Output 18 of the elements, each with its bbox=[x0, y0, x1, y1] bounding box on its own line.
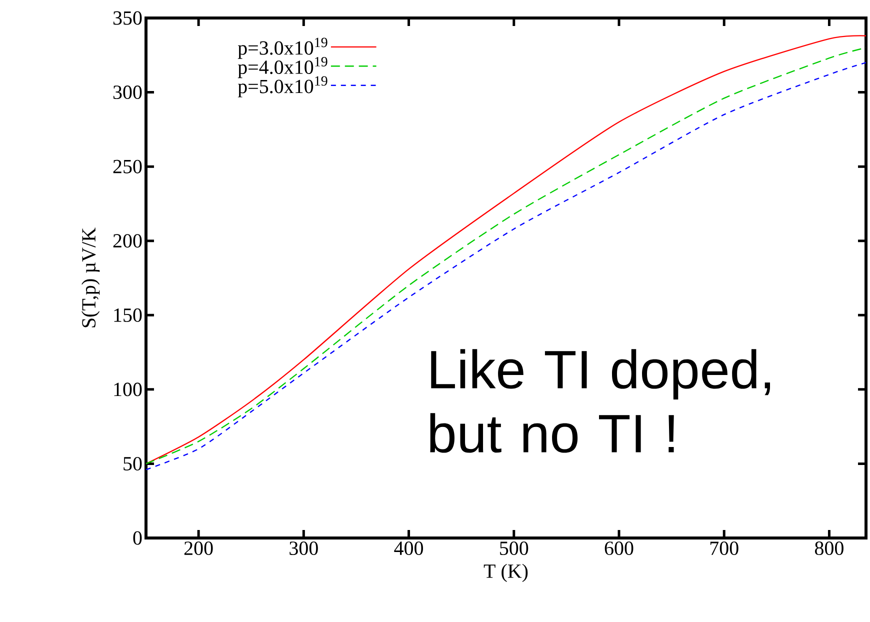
y-tick-label: 0 bbox=[133, 531, 142, 545]
x-tick-label: 400 bbox=[394, 542, 424, 556]
y-tick-label: 100 bbox=[114, 382, 142, 396]
y-tick-label: 150 bbox=[114, 308, 142, 322]
x-axis-title: T (K) bbox=[484, 564, 528, 582]
y-axis-title: S(T,p) µV/K bbox=[82, 228, 100, 328]
x-tick-label: 800 bbox=[814, 542, 844, 556]
x-tick-label: 500 bbox=[500, 542, 528, 556]
x-tick-label: 600 bbox=[604, 542, 634, 556]
x-tick-label: 700 bbox=[710, 542, 738, 556]
y-tick-label: 300 bbox=[113, 86, 142, 100]
y-tick-label: 50 bbox=[124, 456, 142, 470]
x-tick-label: 200 bbox=[184, 542, 213, 556]
y-tick-label: 350 bbox=[113, 11, 142, 25]
y-tick-label: 200 bbox=[113, 234, 142, 248]
x-tick-label: 300 bbox=[290, 542, 318, 556]
annotation: Like TI doped, but no TI ! bbox=[430, 349, 770, 453]
y-tick-label: 250 bbox=[113, 160, 142, 174]
